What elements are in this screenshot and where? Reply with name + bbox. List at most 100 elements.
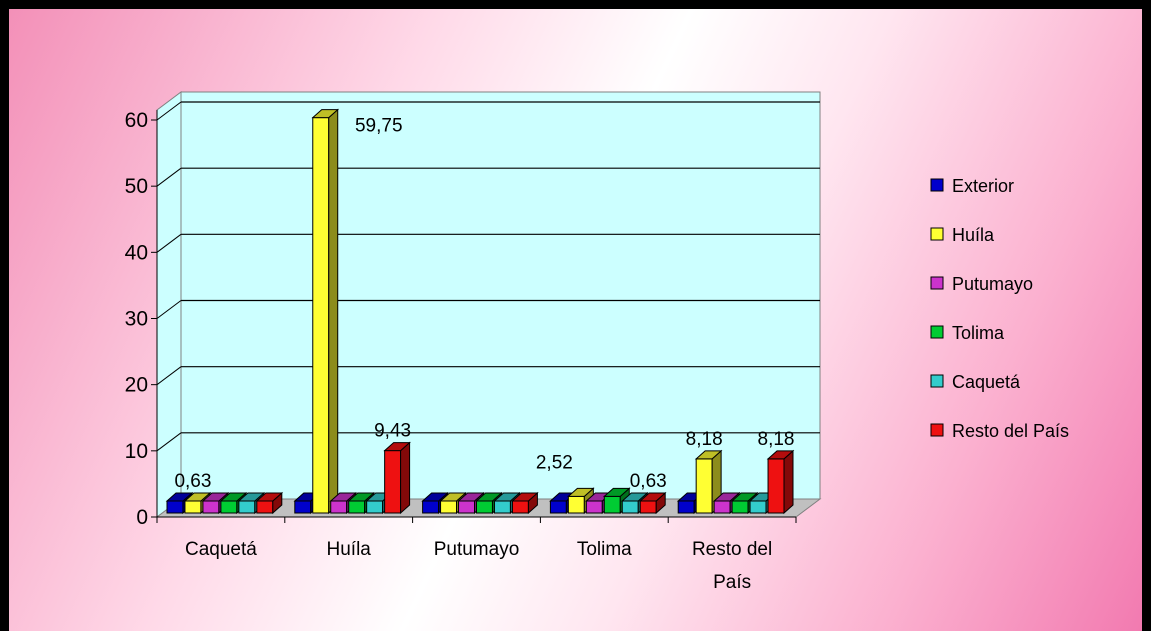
bar-front	[585, 500, 603, 514]
bar-front	[695, 458, 713, 514]
gridline-side	[156, 432, 182, 452]
legend-item: Putumayo	[930, 274, 1033, 294]
legend-label: Tolima	[952, 323, 1005, 343]
bar-front	[621, 500, 639, 514]
bar-top	[457, 492, 485, 502]
bar-top	[237, 492, 266, 502]
legend-label: Caquetá	[952, 372, 1021, 392]
legend-label: Resto del País	[952, 421, 1069, 441]
bar-front	[202, 500, 220, 514]
legend-item: Caquetá	[930, 372, 1021, 392]
bar-top	[347, 492, 375, 502]
gridline-side	[156, 101, 182, 121]
data-label: 0,63	[630, 471, 667, 492]
bar	[255, 491, 284, 515]
gridline-side	[156, 366, 182, 386]
bar-front	[238, 500, 256, 514]
legend-swatch	[930, 276, 944, 290]
legend-swatch	[930, 178, 944, 192]
bar	[511, 491, 539, 515]
bar	[383, 441, 411, 515]
bar-top	[183, 492, 212, 502]
y-tick-label: 20	[125, 374, 148, 397]
bar-top	[255, 492, 284, 502]
bar-front	[767, 458, 785, 514]
gridline-side	[156, 300, 182, 319]
bar-chart-3d: 0 10 20 30 40 50 60 Caquetá Huíla Putumayo Tolima R…	[125, 91, 1069, 593]
y-axis: 0 10 20 30 40 50 60	[125, 109, 158, 529]
legend-swatch	[930, 374, 944, 388]
legend-swatch	[930, 325, 944, 339]
bar-front	[677, 500, 695, 514]
y-tick-label: 50	[125, 175, 148, 198]
bar-front	[256, 500, 274, 514]
bar-top	[602, 487, 631, 497]
legend-swatch	[930, 227, 944, 241]
x-tick-label: Tolima	[577, 539, 632, 560]
bar-side	[400, 441, 411, 515]
bar-front	[476, 500, 493, 514]
bar-front	[603, 495, 621, 514]
bar-front	[493, 500, 511, 514]
bar-side	[783, 449, 794, 515]
data-label: 9,43	[374, 421, 411, 442]
bar-front	[713, 500, 731, 514]
bar-top	[383, 442, 411, 452]
bar-front	[220, 500, 238, 514]
x-tick-label: Huíla	[327, 539, 372, 560]
bar-top	[567, 487, 595, 497]
bar-front	[549, 500, 567, 514]
legend-label: Exterior	[952, 176, 1014, 196]
bar-top	[311, 109, 340, 119]
bar-side	[328, 108, 339, 515]
data-labels: 0,63 59,75 9,43 2,52 0,63 8,18 8,18	[174, 116, 794, 492]
y-tick-label: 10	[125, 440, 148, 463]
bar-top	[439, 492, 467, 502]
y-tick-label: 60	[125, 109, 148, 132]
legend-item: Tolima	[930, 323, 1005, 343]
legend: Exterior Huíla Putumayo Tolima Caquetá Resto …	[930, 176, 1069, 441]
bar	[311, 108, 340, 515]
bar-top	[712, 492, 741, 502]
bar-front	[511, 500, 529, 514]
gridlines	[156, 101, 820, 452]
gridline-side	[156, 167, 182, 187]
bar-top	[493, 492, 521, 502]
bar	[567, 487, 595, 515]
bar-front	[348, 500, 366, 514]
bar	[766, 449, 795, 515]
legend-item: Exterior	[930, 176, 1014, 196]
bar-top	[511, 492, 539, 502]
bar-top	[475, 492, 503, 502]
bar-top	[638, 492, 667, 502]
side-wall	[156, 91, 182, 518]
back-wall	[180, 91, 821, 500]
bar-front	[440, 500, 458, 514]
bar-top	[421, 492, 449, 502]
x-tick-label: Caquetá	[185, 539, 257, 560]
y-tick-label: 0	[136, 506, 148, 529]
legend-swatch	[930, 423, 944, 437]
bar-front	[749, 500, 767, 514]
bar-top	[694, 450, 723, 460]
bar-front	[312, 117, 330, 514]
bar-front	[330, 500, 348, 514]
x-tick-label: Resto del	[692, 539, 772, 560]
y-tick-label: 30	[125, 308, 148, 331]
bar-front	[166, 500, 184, 514]
bar-front	[731, 500, 749, 514]
bar	[602, 487, 631, 515]
x-tick-label: País	[713, 572, 751, 593]
bar-top	[766, 450, 795, 460]
bar-top	[620, 492, 649, 502]
data-label: 59,75	[355, 116, 403, 137]
bar-top	[219, 492, 248, 502]
bar-front	[184, 500, 202, 514]
bar-front	[384, 450, 402, 514]
bar-top	[329, 492, 358, 502]
bar-front	[294, 500, 312, 514]
y-tick-label: 40	[125, 241, 148, 264]
bar-front	[366, 500, 384, 514]
bar-front	[458, 500, 475, 514]
